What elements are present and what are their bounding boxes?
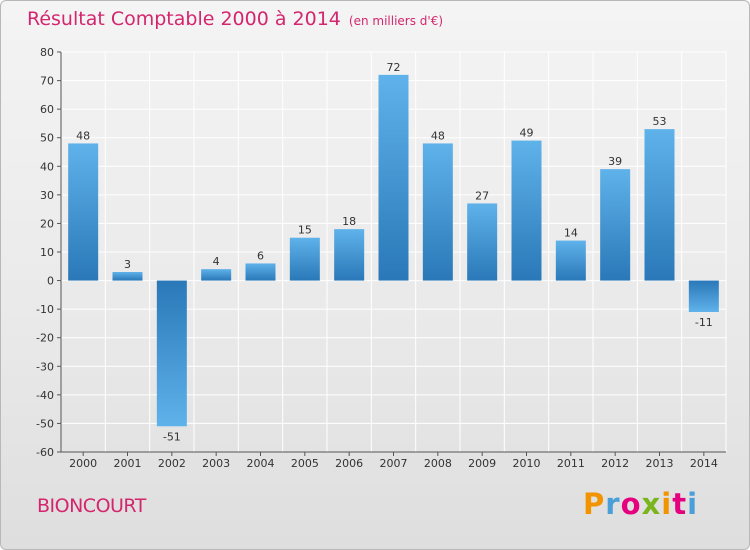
brand-logo: Proxiti [583, 487, 698, 521]
commune-name: BIONCOURT [37, 495, 146, 517]
bar-2003 [201, 269, 232, 281]
bar-2000 [68, 143, 99, 281]
brand-logo-letter: o [620, 487, 642, 521]
data-label-2004: 6 [257, 249, 264, 262]
y-tick-label: -10 [36, 303, 54, 316]
y-tick-label: -60 [36, 446, 54, 459]
bar-2001 [112, 272, 143, 281]
data-label-2005: 15 [298, 224, 312, 237]
data-label-2008: 48 [431, 129, 445, 142]
bar-2006 [334, 229, 365, 281]
bar-2005 [289, 237, 320, 281]
bar-2011 [555, 240, 586, 281]
y-tick-label: 30 [40, 189, 54, 202]
x-tick-label: 2011 [557, 457, 585, 470]
y-tick-label: 20 [40, 217, 54, 230]
y-tick-label: -20 [36, 332, 54, 345]
y-tick-label: 50 [40, 132, 54, 145]
x-tick-label: 2007 [380, 457, 408, 470]
bar-2009 [467, 203, 498, 281]
bar-2004 [245, 263, 276, 281]
y-tick-label: -50 [36, 417, 54, 430]
data-label-2011: 14 [564, 227, 578, 240]
axes [57, 51, 726, 456]
x-tick-label: 2006 [335, 457, 363, 470]
x-tick-label: 2010 [513, 457, 541, 470]
data-label-2010: 49 [520, 127, 534, 140]
data-label-2000: 48 [76, 129, 90, 142]
x-tick-label: 2000 [69, 457, 97, 470]
data-label-2012: 39 [608, 155, 622, 168]
data-label-2003: 4 [213, 255, 220, 268]
bar-2010 [511, 140, 542, 281]
brand-logo-letter: i [687, 487, 699, 521]
y-tick-label: 0 [47, 275, 54, 288]
x-tick-label: 2009 [468, 457, 496, 470]
bar-2013 [644, 129, 675, 281]
bar-2007 [378, 74, 409, 281]
data-label-2014: -11 [695, 316, 713, 329]
data-label-2013: 53 [653, 115, 667, 128]
data-label-2006: 18 [342, 215, 356, 228]
x-tick-label: 2005 [291, 457, 319, 470]
bars [68, 74, 719, 427]
x-tick-label: 2008 [424, 457, 452, 470]
y-tick-label: 80 [40, 46, 54, 59]
y-tick-label: -30 [36, 360, 54, 373]
x-tick-label: 2003 [202, 457, 230, 470]
x-tick-label: 2014 [690, 457, 718, 470]
brand-logo-letter: r [605, 487, 621, 521]
bar-2012 [600, 169, 631, 281]
bar-2014 [688, 280, 719, 312]
y-tick-label: 40 [40, 160, 54, 173]
data-label-2001: 3 [124, 258, 131, 271]
data-label-2002: -51 [163, 430, 181, 443]
data-label-2007: 72 [387, 61, 401, 74]
bar-2002 [156, 280, 187, 427]
brand-logo-letter: x [641, 487, 662, 521]
y-tick-label: 70 [40, 75, 54, 88]
y-tick-label: -40 [36, 389, 54, 402]
labels: 80706050403020100-10-20-30-40-50-6020004… [36, 46, 718, 470]
x-tick-label: 2001 [114, 457, 142, 470]
x-tick-label: 2002 [158, 457, 186, 470]
brand-logo-letter: P [583, 487, 606, 521]
brand-logo-letter: t [672, 487, 688, 521]
x-tick-label: 2012 [601, 457, 629, 470]
chart-title-text: Résultat Comptable 2000 à 2014 [27, 8, 341, 30]
y-tick-label: 10 [40, 246, 54, 259]
chart-title: Résultat Comptable 2000 à 2014 (en millie… [27, 8, 443, 30]
bar-2008 [422, 143, 453, 281]
chart-subtitle: (en milliers d'€) [348, 14, 444, 28]
brand-logo-letter: i [661, 487, 673, 521]
y-tick-label: 60 [40, 103, 54, 116]
x-tick-label: 2013 [646, 457, 674, 470]
data-label-2009: 27 [475, 189, 489, 202]
x-tick-label: 2004 [247, 457, 275, 470]
